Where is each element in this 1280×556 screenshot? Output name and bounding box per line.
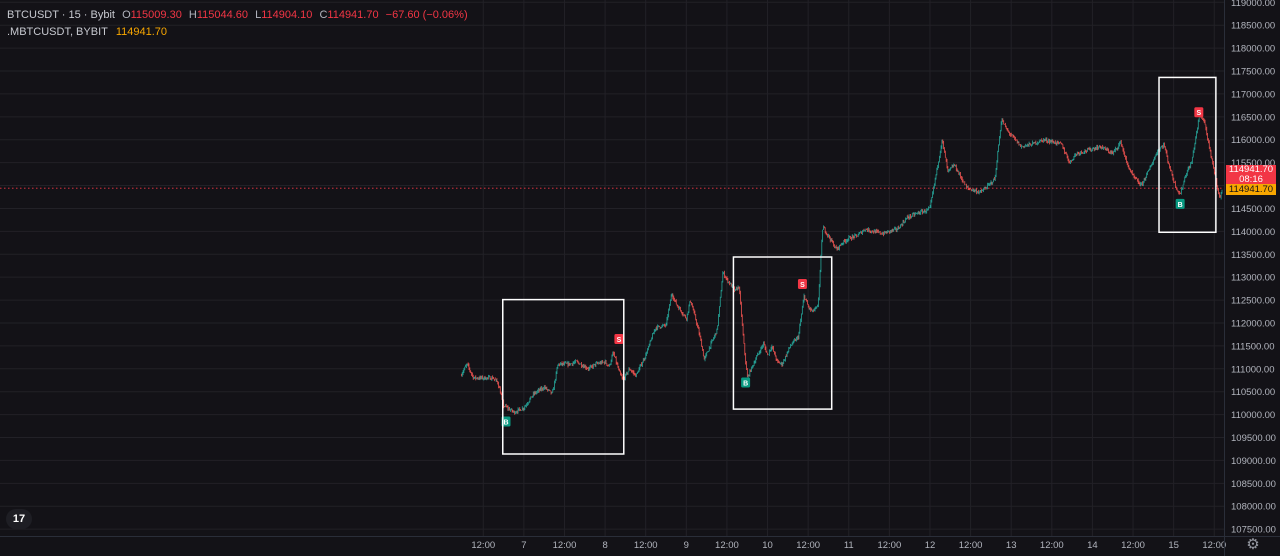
y-tick-label: 107500.00 <box>1231 525 1276 536</box>
x-tick-label: 12:00 <box>634 540 658 551</box>
x-tick-label: 7 <box>521 540 526 551</box>
change-value: −67.60 (−0.06%) <box>385 9 468 21</box>
high-value: 115044.60 <box>196 9 249 21</box>
high-label: H <box>188 9 197 21</box>
close-value: 114941.70 <box>327 9 379 21</box>
x-tick-label: 12:00 <box>1202 540 1226 551</box>
x-tick-label: 12:00 <box>877 540 901 551</box>
chart-grid <box>0 0 1224 536</box>
y-tick-label: 110000.00 <box>1231 410 1275 421</box>
last-price-value: 114941.70 <box>1228 164 1274 175</box>
x-tick-label: 12:00 <box>959 540 983 551</box>
x-tick-label: 12 <box>925 540 936 551</box>
bar-countdown: 08:16 <box>1239 174 1263 185</box>
signal-marker-label: S <box>617 337 622 344</box>
x-tick-label: 11 <box>844 540 854 551</box>
x-tick-label: 12:00 <box>553 540 577 551</box>
x-tick-label: 12:00 <box>715 540 739 551</box>
y-tick-label: 119000.00 <box>1231 0 1275 9</box>
signal-marker-box <box>1175 198 1185 209</box>
y-tick-label: 108500.00 <box>1231 479 1276 490</box>
buy-signal-marker: B <box>741 377 751 388</box>
candle-series <box>0 113 1224 415</box>
x-tick-label: 13 <box>1006 540 1017 551</box>
x-tick-label: 14 <box>1087 540 1098 551</box>
y-tick-label: 115500.00 <box>1231 158 1275 169</box>
index-legend[interactable]: .MBTCUSDT, BYBIT 114941.70 <box>7 26 167 38</box>
x-tick-label: 10 <box>762 540 773 551</box>
symbol-title[interactable]: BTCUSDT · 15 · Bybit <box>7 9 115 21</box>
sell-signal-marker: S <box>797 279 807 290</box>
x-tick-label: 12:00 <box>1121 540 1145 551</box>
y-tick-label: 111500.00 <box>1231 341 1275 352</box>
signal-markers: B S B S B S <box>501 107 1204 427</box>
highlight-box <box>1158 76 1217 234</box>
signal-marker-box <box>614 334 624 345</box>
y-tick-label: 114500.00 <box>1231 204 1275 215</box>
buy-signal-marker: B <box>1175 198 1185 209</box>
y-tick-label: 108000.00 <box>1231 502 1276 513</box>
y-tick-label: 118000.00 <box>1231 44 1275 55</box>
y-tick-label: 113000.00 <box>1231 273 1275 284</box>
signal-marker-box <box>1194 107 1204 118</box>
index-price-badge: 114941.70 <box>1226 184 1276 195</box>
highlight-boxes <box>502 76 1217 455</box>
y-tick-label: 112000.00 <box>1231 318 1275 329</box>
sell-signal-marker: S <box>614 334 624 345</box>
low-value: 114904.10 <box>261 9 313 21</box>
x-tick-label: 12:00 <box>796 540 820 551</box>
close-label: C <box>319 9 328 21</box>
signal-marker-label: S <box>800 282 805 289</box>
x-tick-label: 9 <box>684 540 689 551</box>
gear-icon[interactable]: ⚙ <box>1246 536 1260 553</box>
x-tick-label: 12:00 <box>1040 540 1064 551</box>
symbol-legend: BTCUSDT · 15 · Bybit O115009.30 H115044.… <box>7 9 472 22</box>
y-tick-label: 109500.00 <box>1231 433 1276 444</box>
highlight-box <box>502 298 625 455</box>
signal-marker-box <box>741 377 751 388</box>
signal-marker-label: S <box>1196 110 1201 117</box>
y-tick-label: 110500.00 <box>1231 387 1275 398</box>
open-value: 115009.30 <box>130 9 182 21</box>
y-tick-label: 111000.00 <box>1231 364 1275 375</box>
open-label: O <box>122 9 131 21</box>
y-tick-label: 117500.00 <box>1231 67 1275 78</box>
x-tick-label: 15 <box>1168 540 1179 551</box>
x-tick-label: 8 <box>602 540 607 551</box>
y-tick-label: 116000.00 <box>1231 135 1275 146</box>
y-tick-label: 112500.00 <box>1231 296 1275 307</box>
y-tick-label: 116500.00 <box>1231 112 1275 123</box>
highlight-box <box>732 256 833 410</box>
signal-marker-label: B <box>1178 202 1183 209</box>
y-tick-label: 114000.00 <box>1231 227 1275 238</box>
signal-marker-box <box>501 416 511 427</box>
y-tick-label: 118500.00 <box>1231 21 1275 32</box>
last-price-badge: 114941.70 08:16 <box>1226 165 1276 185</box>
signal-marker-box <box>797 279 807 290</box>
y-tick-label: 109000.00 <box>1231 456 1276 467</box>
y-tick-label: 117000.00 <box>1231 89 1275 100</box>
signal-marker-label: B <box>503 419 508 426</box>
x-tick-label: 12:00 <box>471 540 495 551</box>
y-tick-label: 113500.00 <box>1231 250 1275 261</box>
signal-marker-label: B <box>743 381 748 388</box>
tradingview-logo-icon[interactable]: 17 <box>6 509 32 529</box>
index-series-name: .MBTCUSDT, BYBIT <box>7 26 108 38</box>
buy-signal-marker: B <box>501 416 511 427</box>
sell-signal-marker: S <box>1194 107 1204 118</box>
low-label: L <box>255 9 262 21</box>
index-series-value: 114941.70 <box>115 26 168 38</box>
